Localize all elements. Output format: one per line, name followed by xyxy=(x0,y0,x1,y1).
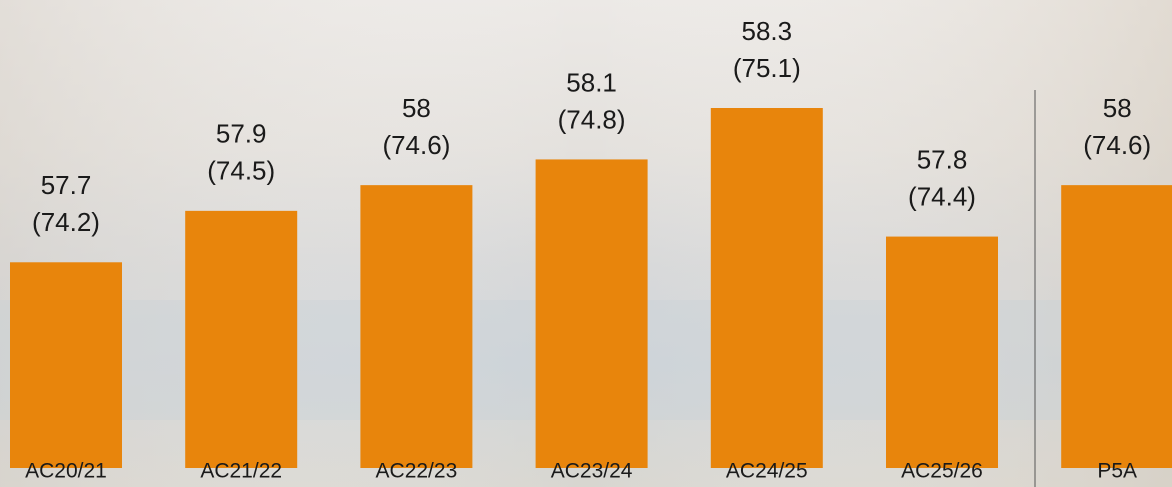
secondary-value-label: (74.5) xyxy=(207,156,275,186)
bar xyxy=(360,185,473,468)
value-label: 58 xyxy=(402,93,431,123)
x-tick-label: AC23/24 xyxy=(551,460,633,483)
value-label: 58.3 xyxy=(741,16,792,46)
bar xyxy=(10,262,122,468)
x-tick-label: AC24/25 xyxy=(726,460,808,483)
bar xyxy=(710,108,823,468)
secondary-value-label: (74.2) xyxy=(32,207,100,237)
bar xyxy=(185,210,298,468)
bar xyxy=(1061,185,1172,468)
secondary-value-label: (74.6) xyxy=(1083,130,1151,160)
value-label: 57.8 xyxy=(917,144,968,174)
value-label: 57.9 xyxy=(216,119,267,149)
marks: 57.7 (74.2) AC20/21 57.9 (74.5) AC21/22 58 (74.… xyxy=(10,16,1172,483)
secondary-value-label: (74.6) xyxy=(382,130,450,160)
bar xyxy=(535,159,648,468)
x-tick-label: AC21/22 xyxy=(200,460,282,483)
x-tick-label: P5A xyxy=(1097,460,1137,483)
value-label: 57.7 xyxy=(41,170,92,200)
bar xyxy=(886,236,998,468)
x-tick-label: AC25/26 xyxy=(901,460,983,483)
value-label: 58 xyxy=(1103,93,1132,123)
x-tick-label: AC22/23 xyxy=(376,460,458,483)
x-tick-label: AC20/21 xyxy=(25,460,107,483)
secondary-value-label: (74.4) xyxy=(908,181,976,211)
value-label: 58.1 xyxy=(566,67,617,97)
secondary-value-label: (74.8) xyxy=(558,104,626,134)
secondary-value-label: (75.1) xyxy=(733,53,801,83)
